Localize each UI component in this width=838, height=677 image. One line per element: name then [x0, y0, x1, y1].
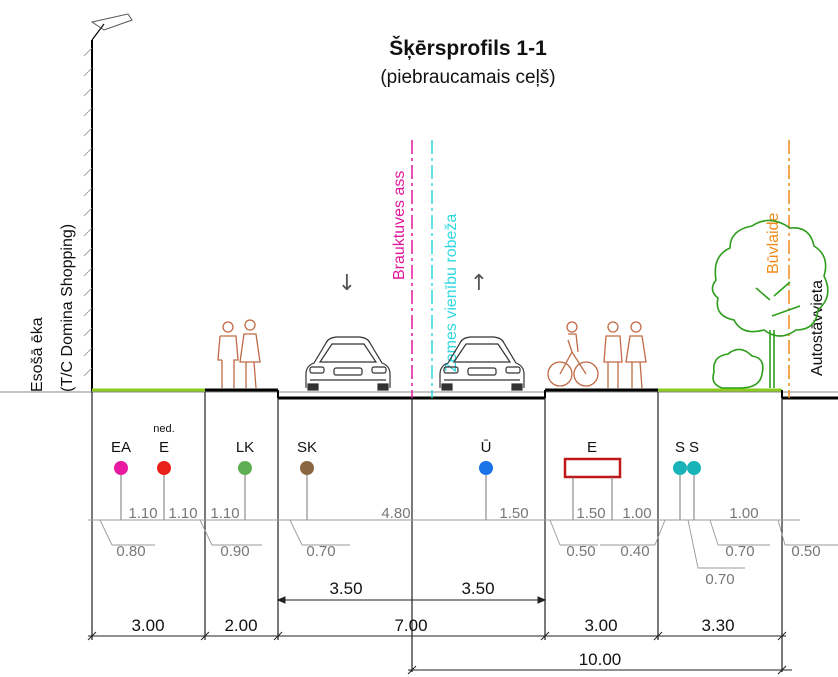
utility-marker-lk: [238, 461, 252, 475]
utility-marker-sk: [300, 461, 314, 475]
utility-marker-s2: [687, 461, 701, 475]
car-right-icon: [439, 336, 525, 391]
utility-ea: ned. EA: [111, 423, 175, 520]
pedestrians-right-icon: [603, 321, 647, 389]
offset-dim: 1.00: [729, 505, 758, 522]
utility-label-ea: EA: [111, 439, 131, 456]
offset-dim: 0.70: [725, 543, 754, 560]
segment-dim: 2.00: [224, 616, 257, 635]
offset-dim: 1.10: [128, 505, 157, 522]
segment-dim: 3.00: [584, 616, 617, 635]
building-line-label: Būvlaide: [765, 213, 782, 274]
parking-label: Autostāvvieta: [809, 280, 826, 376]
segment-dim-line: [87, 631, 787, 641]
utility-e-cable: E: [563, 439, 622, 520]
offset-dim: 0.80: [116, 543, 145, 560]
utility-marker-e: [563, 457, 622, 479]
offset-dim: 0.70: [705, 571, 734, 588]
utility-label-e-ned: E: [159, 439, 169, 456]
offset-dim: 0.40: [620, 543, 649, 560]
cyclist-icon: [547, 321, 599, 387]
building-label-1: Esošā ēka: [29, 317, 46, 392]
arrow-down-icon: ↓: [338, 271, 356, 296]
segment-dim: 7.00: [394, 616, 427, 635]
offset-dim-lines: [88, 519, 838, 569]
section-boundaries: [91, 392, 783, 672]
building-wall-hatch: [83, 47, 93, 377]
drawing-subtitle: (piebraucamais ceļš): [380, 67, 555, 88]
car-left-icon: [305, 336, 391, 391]
offset-dim: 0.70: [306, 543, 335, 560]
utility-label-e: E: [587, 439, 597, 456]
utility-marker-ea: [114, 461, 128, 475]
utility-s-pair: S S: [673, 439, 701, 520]
utility-e-prefix: ned.: [153, 423, 174, 435]
tree-icon: [711, 219, 829, 389]
offset-dim: 1.00: [622, 505, 651, 522]
offset-dim: 1.10: [210, 505, 239, 522]
offset-dim: 1.10: [168, 505, 197, 522]
lane-dim-line: [276, 596, 547, 604]
offset-dim: 4.80: [381, 505, 410, 522]
utility-label-lk: LK: [236, 439, 254, 456]
utility-marker-e-ned: [157, 461, 171, 475]
total-dim-line: [407, 665, 792, 675]
building-label-2: (T/C Domina Shopping): [59, 224, 76, 392]
utility-lk: LK: [236, 439, 254, 520]
utility-label-sk: SK: [297, 439, 317, 456]
pedestrians-left-icon: [217, 319, 261, 389]
utility-label-s2: S: [689, 439, 699, 456]
segment-dim: 3.30: [701, 616, 734, 635]
lane-dim: 3.50: [329, 579, 362, 598]
arrow-up-icon: ↑: [470, 271, 488, 296]
street-lamp-icon: [90, 13, 133, 392]
utility-marker-u: [479, 461, 493, 475]
offset-dim: 0.50: [566, 543, 595, 560]
land-boundary-label: Zemes vienību robeža: [443, 214, 460, 372]
ground-profile: [0, 388, 838, 400]
offset-dim: 1.50: [499, 505, 528, 522]
offset-dim: 1.50: [576, 505, 605, 522]
offset-dim: 0.50: [791, 543, 820, 560]
carriageway-axis-label: Brauktuves ass: [391, 171, 408, 280]
drawing-title: Šķērsprofils 1-1: [389, 36, 547, 60]
total-dim: 10.00: [579, 650, 622, 669]
utility-label-u: Ū: [481, 439, 492, 456]
utility-u: Ū: [479, 439, 493, 520]
lane-dim: 3.50: [461, 579, 494, 598]
utility-sk: SK: [297, 439, 317, 520]
offset-dim: 0.90: [220, 543, 249, 560]
segment-dim: 3.00: [131, 616, 164, 635]
utility-e-ned: E: [157, 439, 171, 520]
utility-marker-s1: [673, 461, 687, 475]
utility-label-s1: S: [675, 439, 685, 456]
